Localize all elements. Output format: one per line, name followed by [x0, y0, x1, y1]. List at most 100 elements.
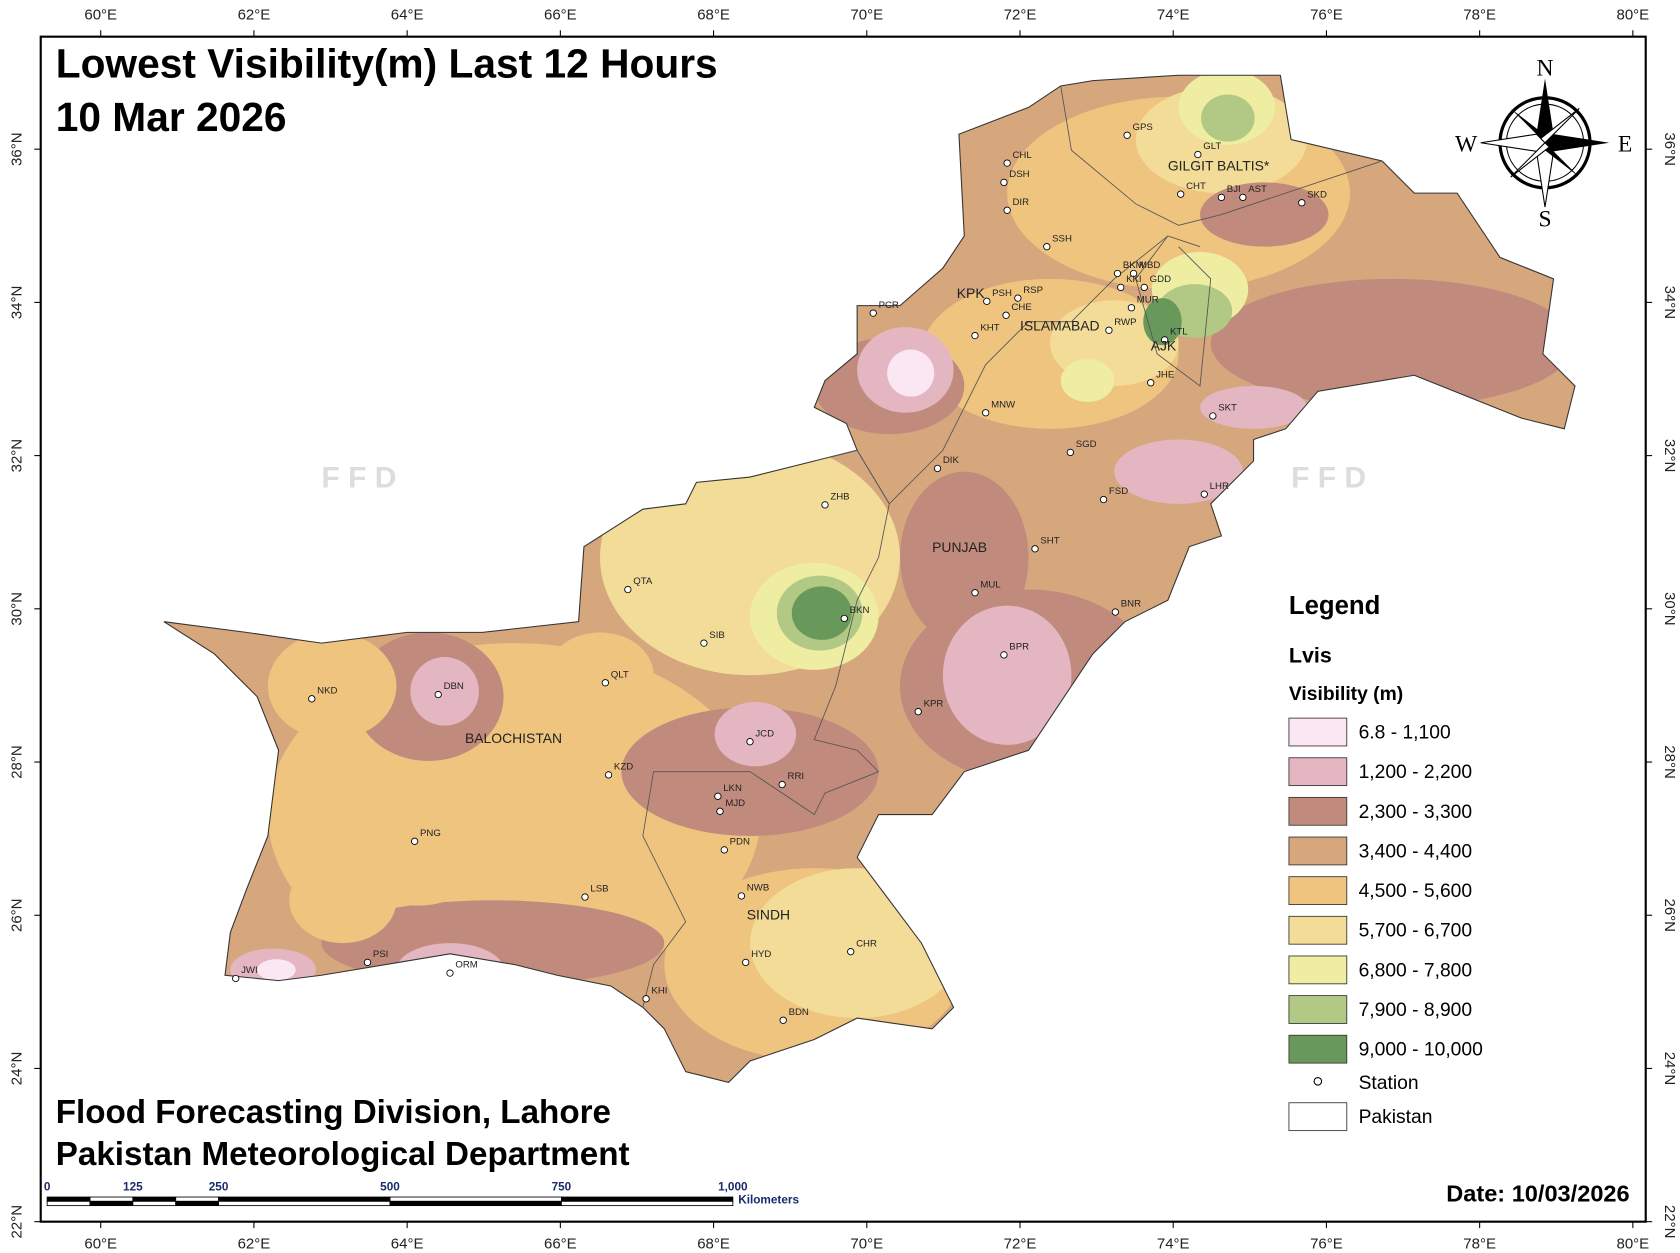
station — [1031, 545, 1039, 553]
station-label: ZHB — [830, 492, 849, 503]
station-label: NWB — [747, 883, 769, 894]
latitude-label: 30°N — [8, 592, 25, 626]
longitude-label: 66°E — [544, 1235, 577, 1252]
station-label: QTA — [633, 576, 653, 587]
class-area — [289, 857, 397, 944]
station — [1239, 193, 1247, 202]
station — [1003, 206, 1011, 214]
legend-label: Station — [1359, 1073, 1419, 1094]
class-area — [1200, 385, 1308, 429]
legend-station-symbol — [1313, 1077, 1323, 1086]
station — [737, 892, 746, 900]
longitude-label: 60°E — [84, 1235, 117, 1252]
station-label: RWP — [1114, 317, 1136, 328]
station-label: MUR — [1137, 294, 1159, 305]
graticule: 60°E 60°E 62°E 62°E 64°E 64°E 66°E 66°E 68°E 68°E… — [8, 7, 1678, 1253]
station-label: BNR — [1121, 599, 1141, 610]
station-label: QLT — [611, 669, 629, 680]
compass-label: E — [1618, 131, 1632, 157]
station-label: KZD — [614, 762, 633, 773]
class-area — [714, 702, 797, 767]
compass-label: W — [1455, 131, 1478, 157]
station — [1129, 269, 1138, 278]
region-label: PUNJAB — [932, 539, 987, 555]
legend-field: Visibility (m) — [1289, 684, 1403, 705]
legend-swatch — [1288, 836, 1348, 866]
station — [1002, 311, 1010, 319]
legend: Legend Lvis Visibility (m) 6.8 - 1,100 1,… — [1288, 592, 1483, 1132]
latitude-label: 32°N — [8, 439, 25, 473]
longitude-label: 64°E — [391, 1235, 424, 1252]
station — [716, 807, 724, 815]
station — [1140, 283, 1148, 292]
class-area — [791, 586, 852, 640]
region-label: KPK — [957, 285, 986, 301]
station-label: SHT — [1040, 535, 1059, 546]
station — [983, 297, 991, 305]
station — [1066, 448, 1074, 457]
footer-line: Flood Forecasting Division, Lahore — [56, 1094, 611, 1131]
scale-segment — [89, 1196, 134, 1202]
station — [308, 695, 316, 703]
legend-swatch — [1288, 796, 1348, 826]
scale-segment — [89, 1200, 134, 1207]
station-label: ORM — [455, 960, 477, 971]
legend-title: Legend — [1289, 592, 1380, 620]
station — [1147, 379, 1155, 387]
station — [410, 837, 419, 845]
north-arrow: N E S W — [1455, 55, 1632, 232]
scale-label: 1,000 — [718, 1181, 748, 1194]
latitude-label: 34°N — [1661, 286, 1678, 320]
station-label: MBD — [1139, 260, 1160, 271]
legend-label: 2,300 - 3,300 — [1359, 802, 1473, 823]
legend-swatch — [1288, 757, 1348, 787]
scale-label: 0 — [44, 1181, 51, 1194]
station — [1117, 283, 1125, 292]
station-label: PDN — [730, 837, 750, 848]
scale-segment — [561, 1196, 734, 1202]
longitude-label: 68°E — [697, 1235, 730, 1252]
legend-swatch — [1288, 955, 1348, 985]
station — [840, 614, 848, 623]
station — [746, 738, 754, 746]
class-area — [1210, 278, 1575, 408]
region-label: BALOCHISTAN — [465, 730, 562, 746]
station — [1209, 412, 1217, 420]
scale-label: 750 — [552, 1181, 572, 1194]
station-label: DSH — [1009, 169, 1029, 180]
station — [742, 958, 750, 967]
title-line: Lowest Visibility(m) Last 12 Hours — [56, 40, 718, 86]
legend-swatch — [1288, 1102, 1348, 1132]
station — [446, 969, 454, 977]
legend-label: 1,200 - 2,200 — [1359, 762, 1473, 783]
class-area — [1201, 94, 1255, 142]
region-label: AJK — [1151, 338, 1177, 354]
station-label: KHI — [651, 985, 667, 996]
station-label: BKN — [850, 605, 870, 616]
station-label: PNG — [420, 828, 441, 839]
station-label: LHR — [1210, 481, 1229, 492]
station-label: AST — [1248, 184, 1267, 195]
legend-swatch — [1288, 876, 1348, 905]
station-label: SSH — [1052, 233, 1072, 244]
longitude-label: 62°E — [238, 7, 271, 24]
station — [1161, 336, 1169, 344]
longitude-label: 70°E — [850, 7, 883, 24]
longitude-label: 78°E — [1463, 7, 1496, 24]
longitude-label: 64°E — [391, 7, 424, 24]
class-area — [1114, 439, 1243, 504]
longitude-label: 70°E — [850, 1235, 883, 1252]
class-area — [267, 632, 397, 740]
station — [971, 331, 979, 340]
latitude-label: 28°N — [1661, 745, 1678, 779]
legend-label: 7,900 - 8,900 — [1359, 1000, 1473, 1021]
station — [1000, 178, 1008, 187]
latitude-label: 34°N — [8, 286, 25, 320]
class-area — [900, 471, 1029, 644]
longitude-label: 74°E — [1157, 7, 1190, 24]
scale-segment — [132, 1196, 177, 1202]
scale-segment — [46, 1200, 91, 1207]
station — [847, 948, 855, 956]
